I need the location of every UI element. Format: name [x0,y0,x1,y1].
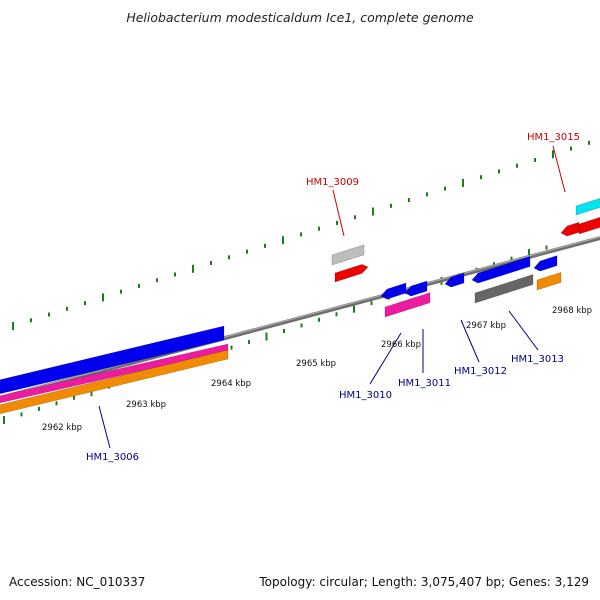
gene-box-magenta [384,292,431,318]
map-labels: 2962 kbp 2963 kbp 2964 kbp 2965 kbp 2966 kbp… [42,132,592,463]
tick-label-2963: 2963 kbp [126,400,166,410]
gene-box-orange [536,271,562,291]
gene-box-red [578,217,600,235]
gene-label-HM1_3015: HM1_3015 [527,132,580,143]
backbone-highlight [0,236,600,398]
tick-label-2965: 2965 kbp [296,359,336,369]
topology-summary-text: Topology: circular; Length: 3,075,407 bp… [259,575,589,589]
gene-band-blue [0,325,225,395]
gene-label-HM1_3009: HM1_3009 [306,177,359,188]
leader-HM1_3009 [332,189,345,237]
leader-HM1_3010 [369,332,402,385]
gene-label-HM1_3012: HM1_3012 [454,366,507,377]
gene-arrow-blue [471,256,531,284]
genome-backbone [0,236,600,400]
gene-arrow-red [334,264,369,283]
accession-text: Accession: NC_010337 [9,575,146,589]
gene-label-HM1_3013: HM1_3013 [511,354,564,365]
feature-tracks [0,198,600,415]
gene-arrow-blue [533,255,558,272]
leader-HM1_3013 [508,310,539,351]
leader-HM1_3006 [98,405,111,449]
gene-arrow-blue [404,280,428,297]
genome-title: Heliobacterium modesticaldum Ice1, compl… [126,10,474,25]
tick-label-2967: 2967 kbp [466,321,506,331]
leader-HM1_3012 [460,319,480,363]
gene-box-dark-gray [474,274,534,304]
leader-HM1_3015 [552,145,566,193]
gene-box-cyan [575,198,600,216]
gene-arrow-blue [380,282,407,300]
gene-label-HM1_3011: HM1_3011 [398,378,451,389]
gene-arrow-red [560,221,580,237]
label-leader-lines [98,145,566,449]
tick-label-2968: 2968 kbp [552,306,592,316]
tick-label-2966: 2966 kbp [381,340,421,350]
gene-arrow-blue [444,272,465,288]
gene-box-light-gray [331,244,365,266]
backbone-line [0,236,600,400]
outer-tick-ring [12,140,590,330]
gene-band-orange [0,349,229,415]
tick-label-2962: 2962 kbp [42,423,82,433]
tick-label-2964: 2964 kbp [211,379,251,389]
gene-label-HM1_3006: HM1_3006 [86,452,139,463]
gene-label-HM1_3010: HM1_3010 [339,390,392,401]
